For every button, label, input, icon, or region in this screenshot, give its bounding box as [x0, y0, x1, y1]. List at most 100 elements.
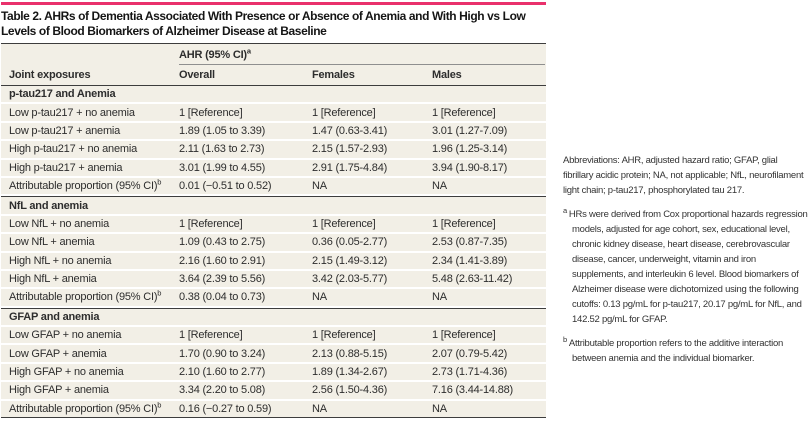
- cell-females: 2.56 (1.50-4.36): [312, 384, 388, 397]
- cell-males: 2.73 (1.71-4.36): [432, 366, 508, 379]
- cell-joint-exposure: High p-tau217 + no anemia: [9, 143, 138, 156]
- table-row: High NfL + no anemia 2.16 (1.60 to 2.91)…: [1, 252, 546, 271]
- section-header-row: GFAP and anemia: [1, 307, 546, 328]
- cell-joint-exposure: Attributable proportion (95% CI)b: [9, 288, 162, 304]
- cell-males: 1 [Reference]: [432, 106, 496, 119]
- section-name: NfL and anemia: [9, 199, 88, 212]
- cell-overall: 1 [Reference]: [179, 217, 243, 230]
- table-row: Low GFAP + anemia 1.70 (0.90 to 3.24) 2.…: [1, 345, 546, 364]
- cell-females: 2.91 (1.75-4.84): [312, 161, 388, 174]
- cell-females: 3.42 (2.03-5.77): [312, 273, 388, 286]
- abbreviations-note: Abbreviations: AHR, adjusted hazard rati…: [563, 155, 804, 196]
- table-row: Low NfL + anemia 1.09 (0.43 to 2.75) 0.3…: [1, 234, 546, 253]
- table-row: High p-tau217 + no anemia 2.11 (1.63 to …: [1, 141, 546, 160]
- cell-females: 2.13 (0.88-5.15): [312, 347, 388, 360]
- table-row: High p-tau217 + anemia 3.01 (1.99 to 4.5…: [1, 159, 546, 178]
- cell-overall: 1.70 (0.90 to 3.24): [179, 347, 266, 360]
- cell-joint-exposure: High NfL + no anemia: [9, 254, 112, 267]
- cell-overall: 1.09 (0.43 to 2.75): [179, 236, 266, 249]
- cell-females: 1 [Reference]: [312, 329, 376, 342]
- cell-overall: 1.89 (1.05 to 3.39): [179, 124, 266, 137]
- row-footnote-marker: b: [157, 177, 162, 187]
- cell-overall: 0.16 (−0.27 to 0.59): [179, 402, 272, 415]
- cell-males: 1 [Reference]: [432, 329, 496, 342]
- row-footnote-marker: b: [157, 288, 162, 298]
- cell-joint-exposure: Low GFAP + no anemia: [9, 329, 122, 342]
- table-row: Attributable proportion (95% CI)b 0.01 (…: [1, 177, 546, 197]
- section-name: GFAP and anemia: [9, 310, 100, 323]
- cell-females: 2.15 (1.57-2.93): [312, 143, 388, 156]
- cell-males: 3.01 (1.27-7.09): [432, 124, 508, 137]
- cell-males: 1.96 (1.25-3.14): [432, 143, 508, 156]
- cell-males: NA: [432, 291, 447, 304]
- group-header-footnote-marker: a: [246, 46, 251, 56]
- cell-females: 1.47 (0.63-3.41): [312, 124, 388, 137]
- footnote-a-marker: a: [563, 205, 567, 215]
- cell-males: 7.16 (3.44-14.88): [432, 384, 513, 397]
- cell-males: 2.53 (0.87-7.35): [432, 236, 508, 249]
- cell-overall: 3.64 (2.39 to 5.56): [179, 273, 266, 286]
- cell-overall: 1 [Reference]: [179, 329, 243, 342]
- cell-females: 1 [Reference]: [312, 217, 376, 230]
- footnote-b-marker: b: [563, 334, 567, 344]
- table-body: p-tau217 and Anemia Low p-tau217 + no an…: [1, 86, 546, 419]
- cell-joint-exposure: Low NfL + anemia: [9, 236, 95, 249]
- cell-males: NA: [432, 180, 447, 193]
- row-footnote-marker: b: [157, 400, 162, 410]
- footnotes-panel: Abbreviations: AHR, adjusted hazard rati…: [563, 153, 808, 375]
- table-row: Attributable proportion (95% CI)b 0.38 (…: [1, 288, 546, 308]
- cell-males: 1 [Reference]: [432, 217, 496, 230]
- table-grid: AHR (95% CI)a Joint exposures Overall Fe…: [1, 43, 546, 419]
- table-header: AHR (95% CI)a Joint exposures Overall Fe…: [1, 44, 546, 86]
- table-row: Low NfL + no anemia 1 [Reference] 1 [Ref…: [1, 215, 546, 235]
- group-header-label: AHR (95% CI): [179, 49, 247, 61]
- table2-panel: Table 2. AHRs of Dementia Associated Wit…: [1, 0, 546, 419]
- cell-males: 5.48 (2.63-11.42): [432, 273, 513, 286]
- cell-joint-exposure: High GFAP + no anemia: [9, 366, 124, 379]
- footnote-b-text: Attributable proportion refers to the ad…: [568, 338, 784, 364]
- table-row: High GFAP + anemia 3.34 (2.20 to 5.08) 2…: [1, 382, 546, 401]
- cell-females: 2.15 (1.49-3.12): [312, 254, 388, 267]
- column-header-females: Females: [312, 69, 355, 81]
- cell-males: NA: [432, 402, 447, 415]
- cell-joint-exposure: Low p-tau217 + no anemia: [9, 106, 135, 119]
- footnote-a: a HRs were derived from Cox proportional …: [563, 207, 808, 327]
- column-header-males: Males: [432, 69, 462, 81]
- table-row: Low GFAP + no anemia 1 [Reference] 1 [Re…: [1, 327, 546, 346]
- cell-overall: 1 [Reference]: [179, 106, 243, 119]
- table-row: Low p-tau217 + anemia 1.89 (1.05 to 3.39…: [1, 122, 546, 142]
- cell-joint-exposure: High NfL + anemia: [9, 273, 97, 286]
- cell-joint-exposure: High GFAP + anemia: [9, 384, 109, 397]
- cell-joint-exposure: Low GFAP + anemia: [9, 347, 107, 360]
- cell-overall: 2.10 (1.60 to 2.77): [179, 366, 266, 379]
- section-name: p-tau217 and Anemia: [9, 88, 116, 101]
- cell-females: NA: [312, 180, 327, 193]
- cell-males: 2.34 (1.41-3.89): [432, 254, 508, 267]
- column-header-row: Joint exposures Overall Females Males: [1, 65, 546, 85]
- group-header-ahr: AHR (95% CI)a: [179, 46, 545, 65]
- group-header-row: AHR (95% CI)a: [1, 44, 546, 65]
- table-row: Attributable proportion (95% CI)b 0.16 (…: [1, 400, 546, 418]
- cell-joint-exposure: Attributable proportion (95% CI)b: [9, 400, 162, 415]
- cell-females: NA: [312, 291, 327, 304]
- cell-overall: 2.16 (1.60 to 2.91): [179, 254, 266, 267]
- section-header-row: NfL and anemia: [1, 196, 546, 216]
- footnote-a-text: HRs were derived from Cox proportional h…: [568, 209, 808, 325]
- cell-overall: 2.11 (1.63 to 2.73): [179, 143, 265, 156]
- accent-top-rule: [1, 2, 546, 5]
- section-header-row: p-tau217 and Anemia: [1, 86, 546, 105]
- table-row: High NfL + anemia 3.64 (2.39 to 5.56) 3.…: [1, 270, 546, 290]
- cell-females: NA: [312, 402, 327, 415]
- cell-females: 1 [Reference]: [312, 106, 376, 119]
- cell-overall: 0.01 (−0.51 to 0.52): [179, 180, 272, 193]
- cell-females: 0.36 (0.05-2.77): [312, 236, 388, 249]
- cell-overall: 3.34 (2.20 to 5.08): [179, 384, 266, 397]
- cell-joint-exposure: High p-tau217 + anemia: [9, 161, 123, 174]
- cell-overall: 0.38 (0.04 to 0.73): [179, 291, 266, 304]
- table-title: Table 2. AHRs of Dementia Associated Wit…: [1, 9, 526, 38]
- table-row: Low p-tau217 + no anemia 1 [Reference] 1…: [1, 104, 546, 123]
- column-header-joint-exposures: Joint exposures: [9, 69, 91, 81]
- cell-joint-exposure: Attributable proportion (95% CI)b: [9, 177, 162, 193]
- table-row: High GFAP + no anemia 2.10 (1.60 to 2.77…: [1, 363, 546, 383]
